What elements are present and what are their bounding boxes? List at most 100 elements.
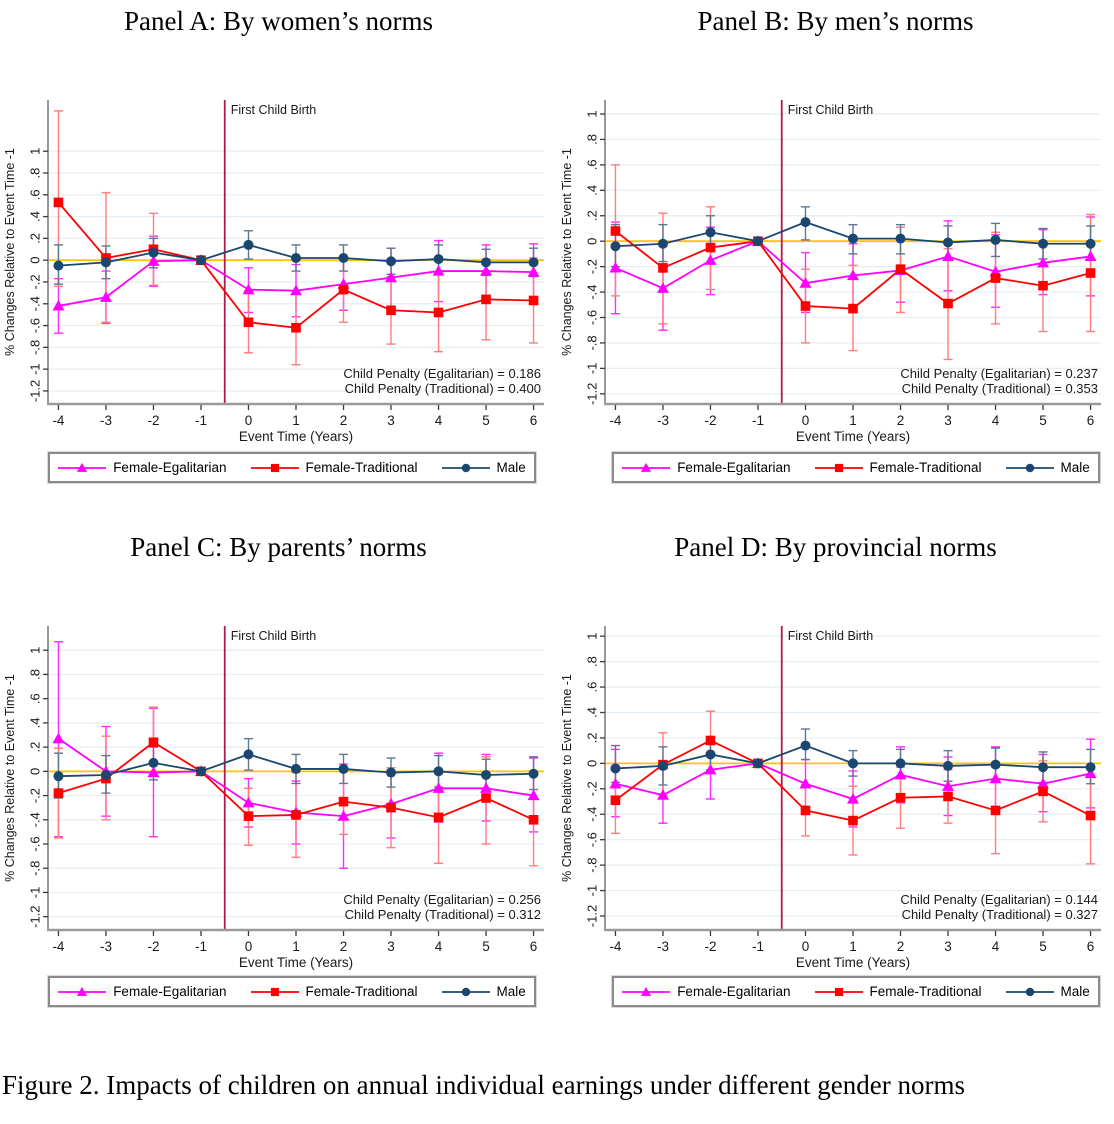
svg-text:-.6: -.6 xyxy=(27,836,42,851)
svg-text:0: 0 xyxy=(802,413,810,428)
legend-item-male: Male xyxy=(441,460,526,475)
svg-text:4: 4 xyxy=(435,939,443,954)
svg-text:.4: .4 xyxy=(584,185,599,196)
svg-text:Event Time (Years): Event Time (Years) xyxy=(239,955,353,970)
svg-text:1: 1 xyxy=(849,939,857,954)
svg-text:.6: .6 xyxy=(584,159,599,170)
svg-text:2: 2 xyxy=(340,413,348,428)
legend-label: Female-Traditional xyxy=(305,460,418,475)
figure-caption: Figure 2. Impacts of children on annual … xyxy=(2,1070,965,1100)
legend-item-female-egalitarian: Female-Egalitarian xyxy=(622,460,791,475)
svg-text:.2: .2 xyxy=(584,210,599,221)
svg-text:2: 2 xyxy=(897,413,905,428)
svg-text:-.8: -.8 xyxy=(584,335,599,350)
svg-text:Child Penalty (Egalitarian) =: Child Penalty (Egalitarian) = 0.186 xyxy=(343,366,541,381)
circle-marker-icon xyxy=(1005,463,1054,472)
legend-label: Female-Egalitarian xyxy=(677,460,791,475)
circle-marker-icon xyxy=(441,987,490,996)
svg-text:Child Penalty (Egalitarian) =: Child Penalty (Egalitarian) = 0.256 xyxy=(343,892,541,907)
svg-text:6: 6 xyxy=(1087,413,1095,428)
svg-text:1: 1 xyxy=(849,413,857,428)
svg-text:-2: -2 xyxy=(704,413,716,428)
triangle-marker-icon xyxy=(622,986,671,996)
svg-text:.8: .8 xyxy=(27,168,42,179)
svg-text:1: 1 xyxy=(584,110,599,117)
svg-text:6: 6 xyxy=(1087,939,1095,954)
svg-text:First Child Birth: First Child Birth xyxy=(788,103,873,117)
svg-text:4: 4 xyxy=(435,413,443,428)
panel-a-chart: First Child Birth Child Penalty (Egalitar… xyxy=(3,100,544,444)
svg-text:3: 3 xyxy=(387,939,395,954)
legend-item-female-egalitarian: Female-Egalitarian xyxy=(622,984,791,999)
legend-item-female-traditional: Female-Traditional xyxy=(814,460,982,475)
panel-a: Panel A: By women’s norms First Child Bi… xyxy=(0,0,557,500)
svg-text:.6: .6 xyxy=(27,189,42,200)
legend-item-female-traditional: Female-Traditional xyxy=(814,984,982,999)
svg-text:-.4: -.4 xyxy=(584,284,599,299)
svg-text:1: 1 xyxy=(584,633,599,640)
svg-text:.4: .4 xyxy=(27,717,42,728)
panel-b-chart: First Child Birth Child Penalty (Egalitar… xyxy=(560,100,1101,444)
svg-text:-1.2: -1.2 xyxy=(27,380,42,402)
legend-label: Female-Traditional xyxy=(869,460,982,475)
svg-text:1: 1 xyxy=(292,939,300,954)
svg-text:% Changes Relative to Event Ti: % Changes Relative to Event Time -1 xyxy=(560,674,574,882)
legend-label: Female-Traditional xyxy=(305,984,418,999)
svg-text:-2: -2 xyxy=(704,939,716,954)
panel-d-title: Panel D: By provincial norms xyxy=(674,532,997,562)
legend-label: Male xyxy=(1060,460,1090,475)
svg-text:6: 6 xyxy=(530,413,538,428)
svg-text:-1: -1 xyxy=(584,363,599,375)
svg-text:Event Time (Years): Event Time (Years) xyxy=(796,955,910,970)
svg-text:-.8: -.8 xyxy=(584,858,599,873)
svg-text:4: 4 xyxy=(992,939,1000,954)
panel-c-legend: Female-Egalitarian Female-Traditional Male xyxy=(47,975,537,1008)
svg-text:-3: -3 xyxy=(657,413,669,428)
svg-text:-1: -1 xyxy=(584,885,599,897)
svg-text:-4: -4 xyxy=(52,939,64,954)
panel-b: Panel B: By men’s norms First Child Birt… xyxy=(557,0,1114,500)
square-marker-icon xyxy=(814,463,863,472)
legend-item-male: Male xyxy=(1005,984,1090,999)
svg-text:.2: .2 xyxy=(584,733,599,744)
circle-marker-icon xyxy=(441,463,490,472)
legend-item-female-traditional: Female-Traditional xyxy=(250,984,418,999)
svg-text:-.2: -.2 xyxy=(27,274,42,289)
svg-text:-4: -4 xyxy=(609,413,621,428)
panel-d-chart: First Child Birth Child Penalty (Egalitar… xyxy=(560,626,1101,970)
circle-marker-icon xyxy=(1005,987,1054,996)
svg-text:0: 0 xyxy=(27,257,42,264)
svg-text:4: 4 xyxy=(992,413,1000,428)
svg-text:1: 1 xyxy=(27,647,42,654)
square-marker-icon xyxy=(814,987,863,996)
svg-text:-1: -1 xyxy=(195,413,207,428)
svg-text:Child Penalty (Traditional) =: Child Penalty (Traditional) = 0.353 xyxy=(902,381,1098,396)
svg-text:-.6: -.6 xyxy=(27,318,42,333)
triangle-marker-icon xyxy=(58,462,107,472)
panel-a-legend: Female-Egalitarian Female-Traditional Male xyxy=(47,451,537,484)
legend-label: Male xyxy=(496,984,526,999)
svg-text:.2: .2 xyxy=(27,742,42,753)
svg-text:Child Penalty (Egalitarian) =: Child Penalty (Egalitarian) = 0.144 xyxy=(900,892,1098,907)
svg-text:-.6: -.6 xyxy=(584,832,599,847)
svg-text:-.4: -.4 xyxy=(27,812,42,827)
svg-text:0: 0 xyxy=(584,238,599,245)
svg-text:1: 1 xyxy=(27,148,42,155)
svg-text:-1: -1 xyxy=(27,363,42,375)
panel-b-title: Panel B: By men’s norms xyxy=(697,6,974,36)
svg-text:Event Time (Years): Event Time (Years) xyxy=(796,429,910,444)
svg-text:2: 2 xyxy=(897,939,905,954)
svg-text:First Child Birth: First Child Birth xyxy=(788,629,873,643)
panel-d-legend: Female-Egalitarian Female-Traditional Male xyxy=(611,975,1101,1008)
svg-text:1: 1 xyxy=(292,413,300,428)
svg-text:% Changes Relative to Event Ti: % Changes Relative to Event Time -1 xyxy=(3,674,17,882)
svg-text:Child Penalty (Traditional) =: Child Penalty (Traditional) = 0.327 xyxy=(902,907,1098,922)
svg-text:Child Penalty (Egalitarian) =: Child Penalty (Egalitarian) = 0.237 xyxy=(900,366,1098,381)
square-marker-icon xyxy=(250,463,299,472)
panel-b-legend: Female-Egalitarian Female-Traditional Male xyxy=(611,451,1101,484)
triangle-marker-icon xyxy=(622,462,671,472)
svg-text:3: 3 xyxy=(944,413,952,428)
svg-text:.8: .8 xyxy=(584,134,599,145)
legend-item-female-traditional: Female-Traditional xyxy=(250,460,418,475)
